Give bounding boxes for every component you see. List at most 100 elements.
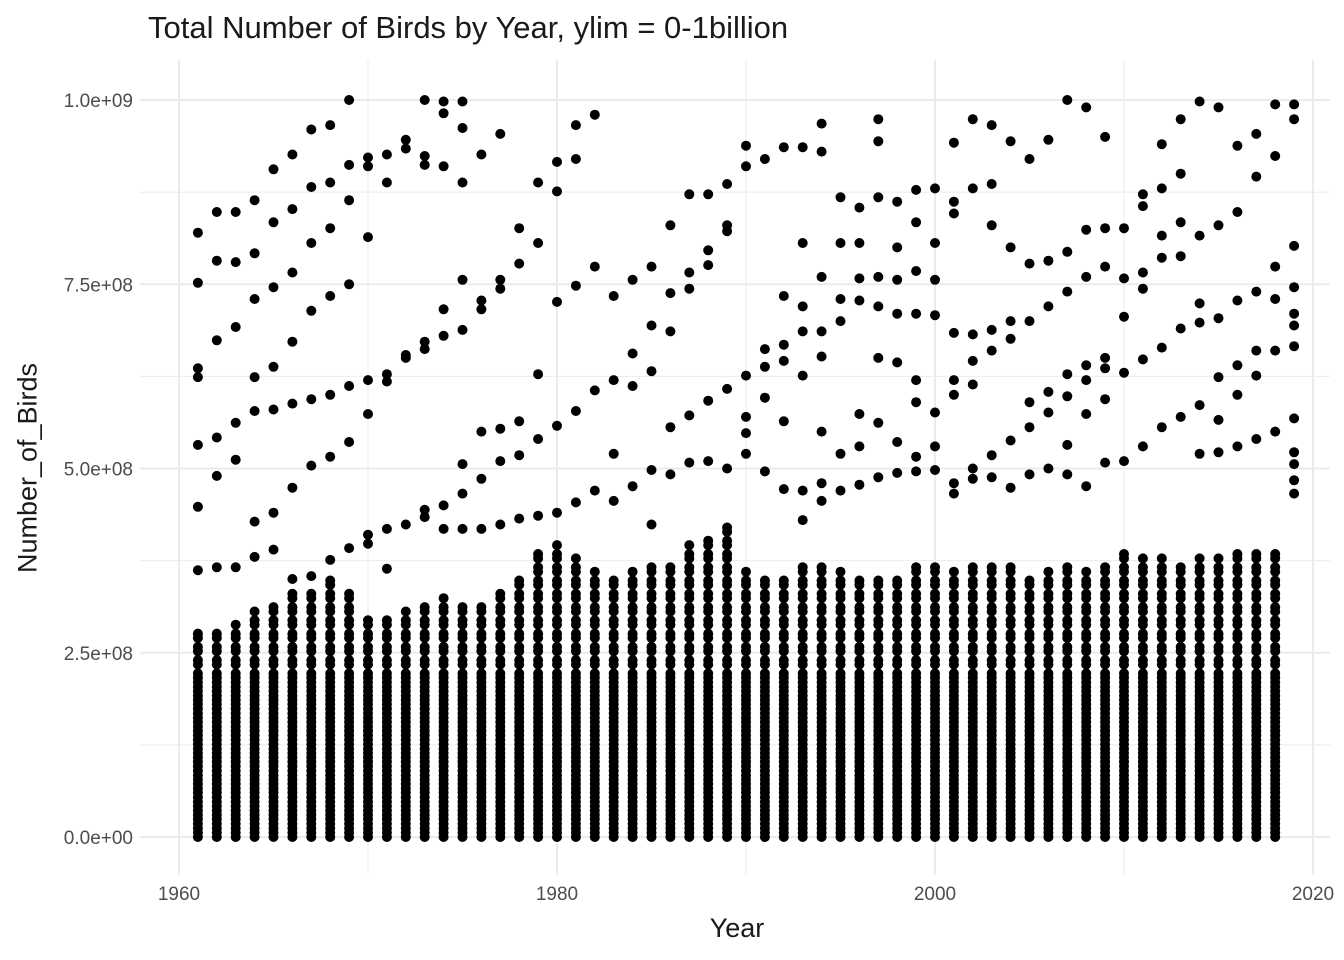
data-point [778, 668, 789, 679]
data-point [476, 628, 487, 639]
data-point [608, 448, 619, 459]
data-point [948, 196, 959, 207]
data-point [703, 245, 714, 256]
data-point [1137, 641, 1148, 652]
data-point [835, 575, 846, 586]
data-point [684, 588, 695, 599]
data-point [1232, 602, 1243, 613]
data-point [930, 655, 940, 666]
data-point [495, 668, 506, 679]
data-point [552, 615, 562, 626]
data-point [457, 655, 468, 666]
data-point [589, 109, 600, 120]
data-point [400, 655, 411, 666]
data-point [249, 628, 260, 639]
data-point [211, 432, 222, 443]
data-point [268, 282, 279, 293]
data-point [911, 397, 922, 408]
data-point [1289, 459, 1300, 470]
data-point [287, 574, 298, 584]
data-point [1005, 482, 1016, 493]
data-point [608, 628, 619, 639]
data-point [1289, 99, 1300, 110]
data-point [438, 641, 449, 652]
data-point [759, 575, 770, 586]
data-point [1232, 641, 1243, 652]
data-point [646, 465, 657, 475]
data-point [287, 149, 298, 160]
data-point [948, 628, 959, 639]
data-point [533, 510, 544, 521]
data-point [1005, 242, 1016, 253]
data-point [1062, 369, 1073, 380]
data-point [438, 602, 449, 613]
data-point [400, 519, 411, 530]
data-point [514, 575, 525, 586]
data-point [759, 602, 770, 613]
data-point [419, 504, 430, 515]
data-point [1194, 588, 1205, 599]
data-point [703, 395, 714, 406]
data-point [1156, 668, 1167, 679]
data-point [287, 588, 298, 599]
data-point [835, 588, 846, 599]
data-point [816, 628, 827, 639]
data-point [344, 279, 355, 290]
data-point [1251, 575, 1262, 586]
data-point [1251, 588, 1262, 599]
data-point [1024, 316, 1035, 327]
data-point [722, 522, 733, 533]
data-point [835, 316, 846, 327]
data-point [1081, 224, 1092, 235]
data-point [1270, 602, 1281, 613]
data-point [741, 448, 751, 459]
data-point [1175, 411, 1186, 422]
data-point [646, 562, 657, 573]
data-point [1005, 615, 1016, 626]
data-point [457, 602, 468, 613]
data-point [1270, 575, 1281, 586]
data-point [1005, 655, 1016, 666]
data-point [381, 523, 392, 534]
data-point [306, 124, 317, 135]
y-tick-label: 7.5e+08 [64, 275, 133, 296]
data-point [627, 481, 638, 492]
data-point [533, 575, 544, 586]
data-point [287, 204, 298, 215]
data-point [1081, 409, 1092, 419]
data-point [1213, 447, 1224, 458]
data-point [1194, 230, 1205, 241]
data-point [457, 668, 468, 679]
data-point [741, 641, 751, 652]
data-point [1156, 422, 1167, 433]
data-point [797, 588, 808, 599]
data-point [1156, 553, 1167, 564]
data-point [476, 668, 487, 679]
data-point [1005, 602, 1016, 613]
data-point [495, 655, 506, 666]
data-point [192, 227, 203, 238]
data-point [967, 355, 978, 366]
data-point [438, 668, 449, 679]
data-point [778, 484, 789, 495]
data-point [986, 628, 997, 639]
data-point [1175, 114, 1186, 125]
data-point [552, 296, 562, 307]
data-point [1213, 668, 1224, 679]
data-point [816, 351, 827, 362]
data-point [514, 223, 525, 234]
data-point [1251, 345, 1262, 356]
data-point [438, 655, 449, 666]
data-point [419, 668, 430, 679]
data-point [646, 655, 657, 666]
data-point [344, 437, 355, 447]
data-point [249, 641, 260, 652]
data-point [495, 519, 506, 530]
data-point [627, 274, 638, 285]
data-point [703, 189, 714, 200]
data-point [854, 238, 865, 248]
data-point [457, 274, 468, 285]
data-point [552, 641, 562, 652]
data-point [457, 123, 468, 133]
data-point [249, 668, 260, 679]
